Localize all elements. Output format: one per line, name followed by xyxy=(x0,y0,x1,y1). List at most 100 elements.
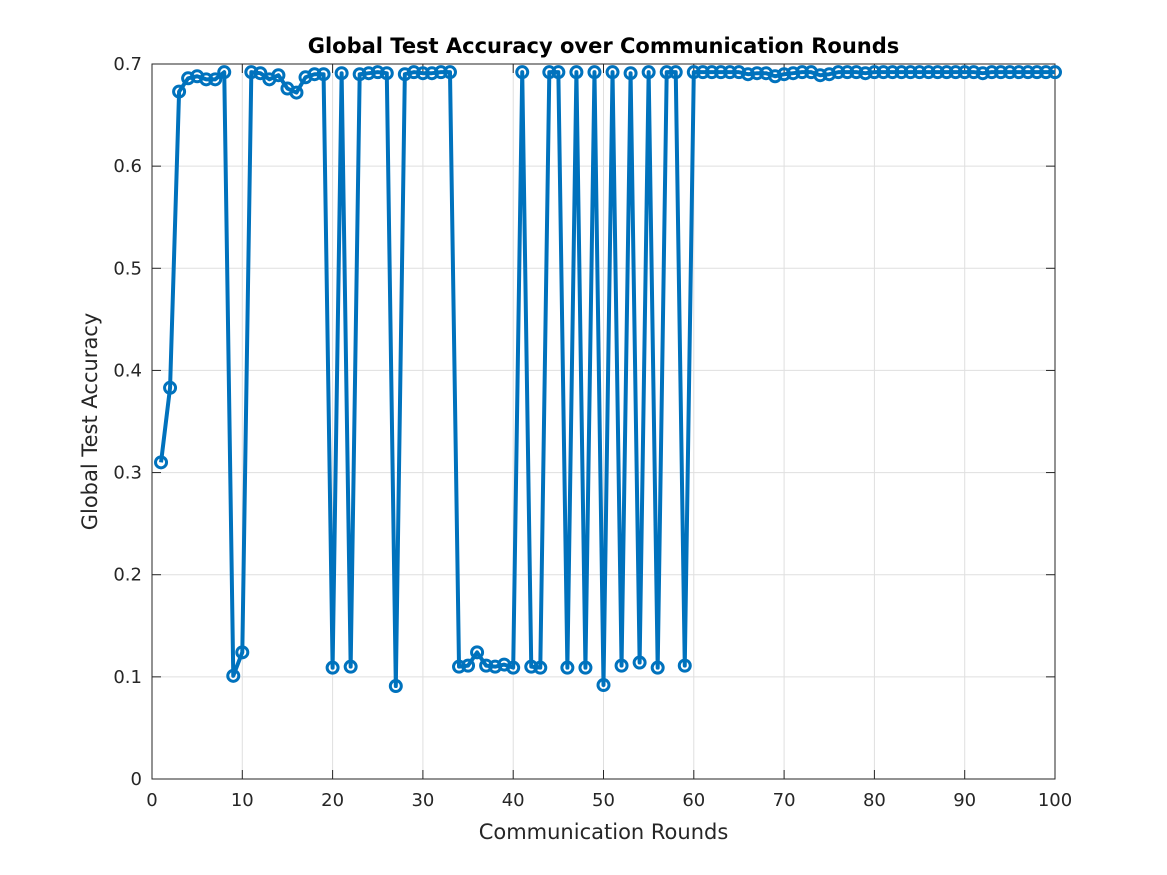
y-tick-label: 0.4 xyxy=(113,360,142,381)
data-point xyxy=(515,65,530,80)
data-point xyxy=(831,65,846,80)
chart-title: Global Test Accuracy over Communication … xyxy=(308,34,900,58)
data-point xyxy=(1020,65,1035,80)
data-point xyxy=(470,645,485,660)
y-tick-label: 0.6 xyxy=(113,156,142,177)
data-point xyxy=(406,65,421,80)
data-point xyxy=(768,69,783,84)
data-point xyxy=(930,65,945,80)
tick-marks xyxy=(151,63,1056,780)
data-point xyxy=(966,65,981,80)
data-point xyxy=(993,65,1008,80)
data-point xyxy=(163,380,178,395)
data-point xyxy=(623,66,638,81)
data-point xyxy=(442,65,457,80)
x-tick-label: 10 xyxy=(231,790,254,811)
data-point xyxy=(415,66,430,81)
data-point xyxy=(587,65,602,80)
x-tick-label: 60 xyxy=(682,790,705,811)
data-point xyxy=(867,65,882,80)
data-point xyxy=(822,67,837,82)
data-point xyxy=(479,658,494,673)
x-tick-label: 90 xyxy=(953,790,976,811)
data-point xyxy=(181,71,196,86)
data-point xyxy=(975,66,990,81)
x-tick-label: 20 xyxy=(321,790,344,811)
x-tick-label: 40 xyxy=(502,790,525,811)
data-point xyxy=(1048,65,1062,80)
data-point xyxy=(659,65,674,80)
y-tick-label: 0.5 xyxy=(113,258,142,279)
data-point xyxy=(984,65,999,80)
data-point xyxy=(433,65,448,80)
data-point xyxy=(948,65,963,80)
data-point xyxy=(777,67,792,82)
series-line xyxy=(159,70,1055,689)
y-tick-label: 0.2 xyxy=(113,565,142,586)
x-tick-label: 80 xyxy=(863,790,886,811)
data-point xyxy=(253,66,268,81)
data-point xyxy=(424,66,439,81)
data-point xyxy=(858,66,873,81)
x-tick-label: 70 xyxy=(773,790,796,811)
data-point xyxy=(461,658,476,673)
data-point xyxy=(840,65,855,80)
data-point xyxy=(172,84,187,99)
data-point xyxy=(731,65,746,80)
tick-labels: 0 10 20 30 40 50 60 70 80 90 100 0 0.1 0.2 0.3 0.4 0.5 0.… xyxy=(113,54,1072,811)
x-tick-label: 30 xyxy=(411,790,434,811)
data-point xyxy=(343,659,358,674)
data-point xyxy=(217,65,232,80)
data-point xyxy=(632,655,647,670)
data-point xyxy=(361,66,376,81)
data-point xyxy=(614,658,629,673)
data-point xyxy=(885,65,900,80)
data-point xyxy=(1002,65,1017,80)
data-point xyxy=(452,659,467,674)
data-point xyxy=(208,72,223,87)
data-point xyxy=(668,65,683,80)
data-point xyxy=(1011,65,1026,80)
data-point xyxy=(235,645,250,660)
data-point xyxy=(271,68,286,83)
data-point xyxy=(650,660,665,675)
data-point xyxy=(397,67,412,82)
data-point xyxy=(488,659,503,674)
data-point xyxy=(578,660,593,675)
data-point xyxy=(894,65,909,80)
data-point xyxy=(876,65,891,80)
data-point xyxy=(560,660,575,675)
data-point xyxy=(1038,65,1053,80)
y-tick-label: 0.3 xyxy=(113,463,142,484)
data-point xyxy=(388,679,403,694)
data-point xyxy=(722,65,737,80)
data-point xyxy=(641,65,656,80)
data-point xyxy=(289,85,304,100)
data-point xyxy=(786,66,801,81)
data-point xyxy=(316,67,331,82)
data-series xyxy=(154,65,1062,694)
data-point xyxy=(813,68,828,83)
y-tick-label: 0.7 xyxy=(113,54,142,75)
data-point xyxy=(750,66,765,81)
data-point xyxy=(506,660,521,675)
data-point xyxy=(154,455,169,470)
data-point xyxy=(569,65,584,80)
data-point xyxy=(605,65,620,80)
data-point xyxy=(849,65,864,80)
data-point xyxy=(334,66,349,81)
data-point xyxy=(352,67,367,82)
data-point xyxy=(379,66,394,81)
y-tick-label: 0.1 xyxy=(113,667,142,688)
data-point xyxy=(939,65,954,80)
data-point xyxy=(199,72,214,87)
data-point xyxy=(677,658,692,673)
data-point xyxy=(957,65,972,80)
x-tick-label: 0 xyxy=(146,790,157,811)
data-point xyxy=(740,67,755,82)
x-tick-label: 50 xyxy=(592,790,615,811)
x-tick-label: 100 xyxy=(1038,790,1072,811)
data-point xyxy=(596,678,611,693)
data-point xyxy=(226,668,241,683)
data-point xyxy=(686,65,701,80)
